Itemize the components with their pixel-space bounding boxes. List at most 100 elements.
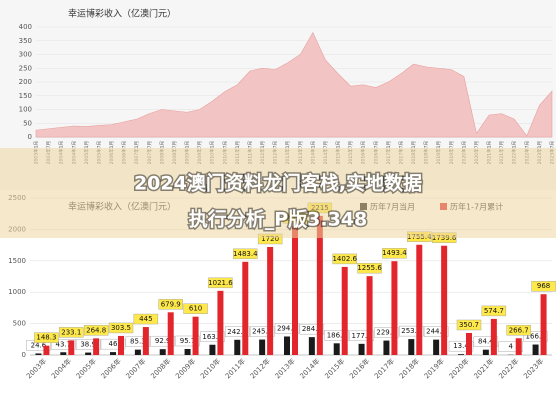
value-label-box: [423, 326, 449, 337]
bar: [441, 245, 448, 355]
bar: [408, 339, 415, 355]
bar: [482, 349, 489, 355]
value-label: 43.7: [55, 340, 71, 348]
value-label: 24.6: [31, 341, 47, 349]
value-label: 1493.4: [382, 249, 407, 257]
y-tick-label: 500: [13, 320, 26, 328]
bar: [383, 340, 390, 355]
bar: [118, 335, 124, 355]
value-label: 244.5: [426, 328, 446, 336]
value-label: 294.9: [277, 324, 297, 332]
y-tick-label: 400: [19, 23, 32, 31]
value-label-box: [208, 277, 233, 289]
y-tick-label: 0: [22, 351, 26, 359]
y-tick-label: 100: [19, 106, 32, 114]
value-label: 166.6: [526, 333, 547, 341]
value-label: 1402.6: [332, 255, 357, 263]
bar: [142, 327, 149, 355]
value-label-box: [498, 341, 523, 352]
bar: [458, 354, 464, 355]
value-label: 95.7: [180, 337, 196, 345]
value-label-box: [125, 336, 151, 347]
bar: [515, 338, 522, 355]
value-label-box: [100, 338, 126, 350]
value-label: 245.8: [252, 328, 272, 336]
y-tick-label: 250: [19, 64, 32, 72]
value-label-box: [456, 319, 482, 331]
value-label-box: [150, 335, 175, 347]
value-label: 13.4: [453, 342, 469, 350]
chart-title: 幸运博彩收入（亿澳门元）: [68, 8, 176, 20]
value-label: 233.1: [61, 328, 81, 336]
bar: [184, 348, 191, 355]
bar: [68, 340, 75, 355]
value-label: 4: [508, 343, 513, 351]
bar: [532, 344, 539, 355]
bar: [43, 345, 50, 355]
value-label-box: [506, 325, 531, 336]
value-label-box: [448, 340, 474, 352]
value-label: 1483.4: [233, 250, 258, 258]
value-label: 229.6: [376, 329, 397, 337]
y-tick-label: 1000: [8, 288, 26, 296]
value-label-box: [51, 339, 76, 350]
value-label-box: [374, 327, 399, 338]
bar: [209, 344, 216, 355]
value-label-box: [249, 326, 275, 337]
bar: [159, 349, 166, 355]
bar: [242, 261, 249, 355]
bar: [167, 312, 174, 355]
bar: [192, 316, 199, 355]
bar: [234, 339, 241, 355]
bar: [267, 246, 274, 355]
value-label-box: [133, 313, 159, 325]
value-label: 163.1: [202, 333, 222, 341]
bar: [134, 349, 141, 355]
y-tick-label: 350: [19, 37, 32, 45]
value-label: 303.5: [111, 324, 131, 332]
bar: [391, 261, 398, 355]
value-label: 266.7: [509, 326, 529, 334]
bar: [316, 215, 323, 355]
bar: [433, 339, 440, 355]
value-label-box: [357, 262, 382, 274]
value-label-box: [382, 248, 407, 259]
value-label-box: [158, 299, 183, 310]
bar: [540, 294, 547, 355]
bar: [292, 226, 298, 355]
value-label-box: [233, 248, 258, 260]
value-label-box: [200, 331, 225, 342]
bar: [490, 318, 497, 355]
overlay-band: [0, 148, 556, 238]
value-label-box: [399, 325, 424, 337]
bar: [466, 332, 472, 355]
bar: [416, 244, 423, 355]
value-label-box: [108, 322, 134, 334]
bar: [308, 337, 315, 355]
value-label: 610: [189, 305, 202, 313]
bar: [366, 276, 373, 355]
bar: [217, 290, 224, 355]
value-label: 38.9: [80, 341, 96, 349]
y-tick-label: 1500: [8, 257, 26, 265]
bar: [333, 343, 340, 355]
value-label: 264.8: [86, 326, 106, 334]
value-label-box: [481, 305, 507, 317]
value-label-box: [299, 323, 325, 335]
bar: [284, 336, 290, 355]
value-label: 92.9: [155, 337, 171, 345]
y-tick-label: 50: [23, 119, 32, 127]
value-label-box: [34, 332, 59, 343]
bar: [110, 352, 116, 355]
value-label: 1720: [261, 235, 279, 243]
value-label: 284.2: [302, 325, 322, 333]
bar: [259, 339, 266, 355]
value-label: 85.3: [130, 338, 146, 346]
value-label: 445: [139, 315, 152, 323]
bar: [341, 266, 348, 355]
value-label: 186.2: [327, 331, 347, 339]
value-label: 84.4: [478, 338, 494, 346]
y-tick-label: 150: [19, 92, 32, 100]
y-tick-label: 300: [19, 51, 32, 59]
value-label: 968: [537, 282, 550, 290]
